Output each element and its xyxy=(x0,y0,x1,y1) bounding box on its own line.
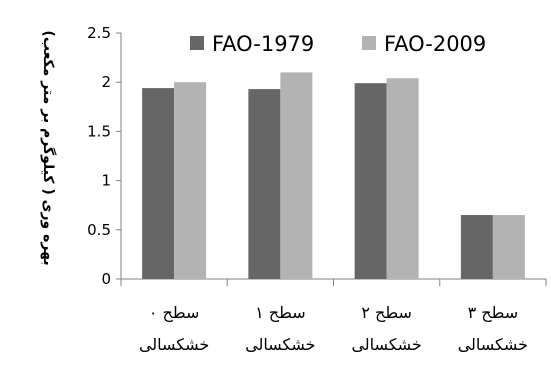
x-category-label: خشکسالی xyxy=(458,335,528,354)
y-tick-label: 0 xyxy=(101,270,111,288)
x-category-label: سطح ۲ xyxy=(361,303,412,323)
y-tick-label: 1 xyxy=(101,172,111,190)
bar-fao-2009-1 xyxy=(280,72,313,279)
x-category-labels: سطح ۰ خشکسالی سطح ۱ خشکسالی سطح ۲ خشکسالی سطح … xyxy=(139,303,528,354)
bar-fao-2009-3 xyxy=(492,215,525,279)
x-category-label: خشکسالی xyxy=(139,335,209,354)
y-tick-label: 2.5 xyxy=(87,24,111,42)
x-category-label: سطح ۰ xyxy=(149,303,200,323)
x-category-label: خشکسالی xyxy=(351,335,421,354)
x-category-label: سطح ۱ xyxy=(255,303,306,323)
bars xyxy=(142,72,525,280)
bar-fao-2009-0 xyxy=(174,82,207,279)
legend: FAO-1979 FAO-2009 xyxy=(190,32,486,56)
y-tick-labels: 0 0.5 1 1.5 2 2.5 xyxy=(87,24,111,288)
legend-swatch xyxy=(362,36,376,50)
y-tick-label: 2 xyxy=(101,73,111,91)
bar-fao-1979-0 xyxy=(142,88,175,279)
legend-swatch xyxy=(190,36,204,50)
bar-fao-1979-2 xyxy=(354,83,387,280)
y-axis-label: بهره وری ( کیلوگرم بر متر مکعب) xyxy=(40,30,57,265)
legend-label: FAO-2009 xyxy=(384,32,486,56)
bar-fao-2009-2 xyxy=(386,78,419,279)
y-tick-label: 0.5 xyxy=(87,221,111,239)
legend-label: FAO-1979 xyxy=(212,32,314,56)
y-tick-label: 1.5 xyxy=(87,122,111,140)
bar-fao-1979-3 xyxy=(460,215,493,279)
x-category-label: خشکسالی xyxy=(245,335,315,354)
bar-fao-1979-1 xyxy=(248,89,281,279)
x-category-label: سطح ۳ xyxy=(468,303,519,323)
